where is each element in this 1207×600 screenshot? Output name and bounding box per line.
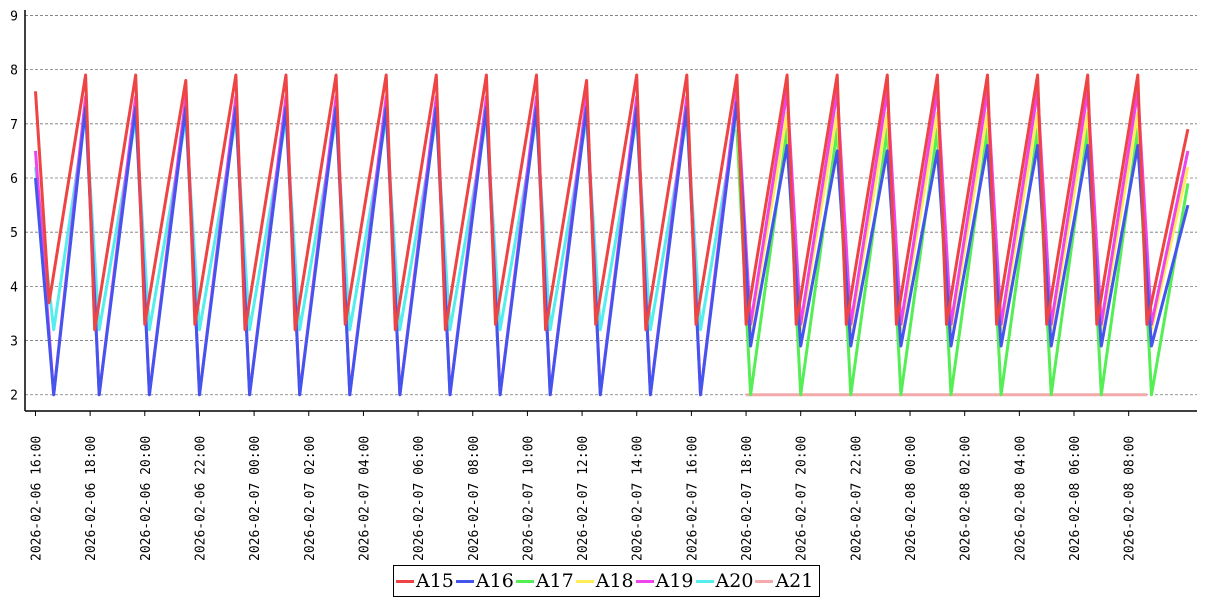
series-layer [34,73,1190,397]
x-tick-label: 2026-02-07 20:00 [795,436,810,561]
y-tick-label: 8 [10,64,18,79]
x-tick-label: 2026-02-07 12:00 [576,436,591,561]
x-tick-label: 2026-02-07 16:00 [685,436,700,561]
legend-label: A17 [535,570,574,592]
x-tick-label: 2026-02-08 02:00 [959,436,974,561]
x-tick-label: 2026-02-07 22:00 [849,436,864,561]
legend: A15 A16 A17 A18 A19 A20 A21 [393,565,821,597]
legend-label: A15 [416,570,454,592]
x-tick-label: 2026-02-06 20:00 [139,436,154,561]
legend-swatch [515,579,534,583]
x-tick-label: 2026-02-07 02:00 [303,436,318,561]
legend-label: A18 [595,570,634,592]
y-tick-label: 3 [10,335,18,350]
legend-item-a21: A21 [755,570,813,592]
x-tick-label: 2026-02-06 18:00 [84,436,99,561]
y-tick-label: 5 [10,226,18,241]
legend-item-a18: A18 [575,570,634,592]
y-tick-label: 6 [10,172,18,187]
x-tick-label: 2026-02-06 16:00 [29,436,44,561]
x-tick-label: 2026-02-07 10:00 [521,436,536,561]
legend-label: A21 [775,570,814,592]
x-tick-label: 2026-02-07 06:00 [412,436,427,561]
x-tick-label: 2026-02-07 18:00 [740,436,755,561]
x-tick-label: 2026-02-08 04:00 [1013,436,1028,561]
legend-swatch [455,579,474,583]
legend-item-a17: A17 [515,570,574,592]
legend-label: A20 [715,570,754,592]
y-tick-label: 7 [10,118,18,133]
legend-item-a16: A16 [455,570,514,592]
x-tick-label: 2026-02-07 04:00 [357,436,372,561]
y-tick-labels: 2 3 4 5 6 7 8 9 [10,9,18,403]
x-tick-label: 2026-02-08 00:00 [904,436,919,561]
legend-item-a15: A15 [396,570,454,592]
legend-swatch [635,579,654,583]
x-tick-label: 2026-02-06 22:00 [193,436,208,561]
x-tick-label: 2026-02-08 08:00 [1123,436,1138,561]
x-tick-label: 2026-02-08 06:00 [1068,436,1083,561]
legend-item-a20: A20 [695,570,754,592]
legend-item-a19: A19 [635,570,694,592]
series-line-a17 [735,127,1190,397]
legend-label: A19 [655,570,694,592]
legend-swatch [396,579,414,583]
y-tick-label: 9 [10,9,18,24]
axes [24,10,1197,412]
legend-swatch [695,579,714,583]
x-tick-label: 2026-02-07 00:00 [248,436,263,561]
y-tick-label: 2 [10,389,18,404]
legend-label: A16 [475,570,514,592]
legend-swatch [575,579,594,583]
y-tick-label: 4 [10,280,18,295]
x-tick-label: 2026-02-07 14:00 [631,436,646,561]
legend-swatch [755,579,774,583]
series-line-a15 [34,73,1190,332]
x-tick-labels: 2026-02-06 16:00 2026-02-06 18:00 2026-02-… [29,411,1138,561]
x-tick-label: 2026-02-07 08:00 [467,436,482,561]
